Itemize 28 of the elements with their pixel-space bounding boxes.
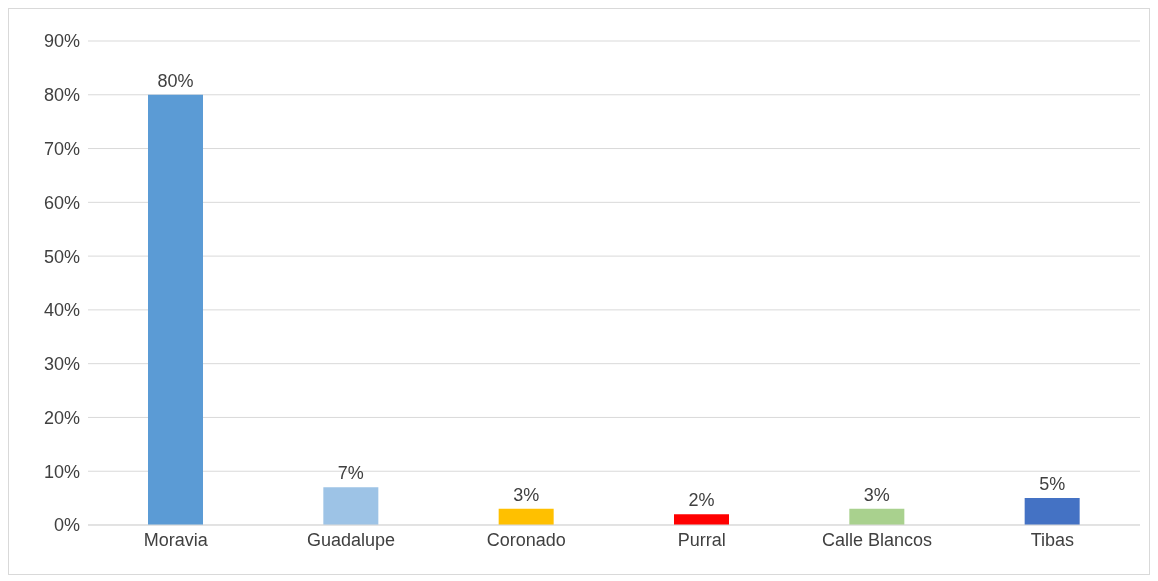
data-label: 5%	[1039, 474, 1066, 495]
data-label: 80%	[157, 70, 194, 91]
y-tick-label: 50%	[43, 246, 80, 267]
y-tick-label: 80%	[43, 85, 80, 106]
y-tick-label: 20%	[43, 407, 80, 428]
data-label: 3%	[863, 484, 890, 505]
x-tick-label: Coronado	[486, 529, 566, 550]
y-tick-label: 0%	[53, 515, 80, 536]
y-tick-label: 10%	[43, 461, 80, 482]
data-label: 2%	[688, 490, 715, 511]
bar	[1024, 498, 1080, 525]
bar	[498, 508, 554, 525]
y-tick-label: 70%	[43, 138, 80, 159]
bar	[148, 94, 203, 525]
bar	[849, 508, 905, 525]
x-tick-label: Purral	[677, 529, 726, 550]
x-tick-label: Tibas	[1030, 529, 1075, 550]
y-tick-label: 30%	[43, 354, 80, 375]
x-tick-label: Calle Blancos	[821, 529, 933, 550]
bar	[323, 487, 379, 525]
data-label: 7%	[337, 463, 364, 484]
bar	[674, 514, 729, 525]
x-tick-label: Guadalupe	[306, 529, 396, 550]
y-tick-label: 90%	[43, 31, 80, 52]
x-tick-label: Moravia	[143, 529, 209, 550]
y-tick-label: 40%	[43, 300, 80, 321]
data-label: 3%	[513, 484, 540, 505]
y-tick-label: 60%	[43, 192, 80, 213]
